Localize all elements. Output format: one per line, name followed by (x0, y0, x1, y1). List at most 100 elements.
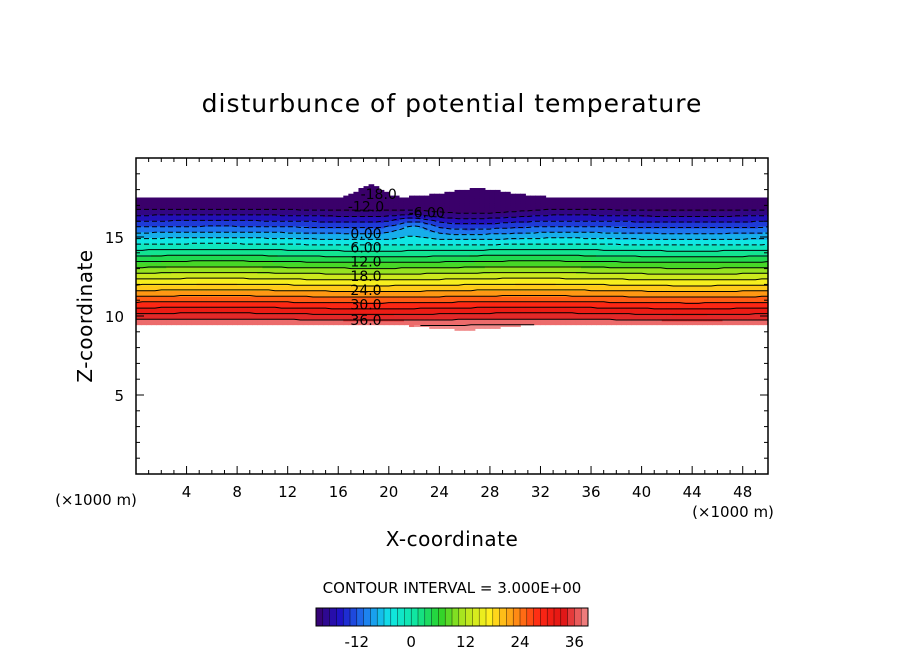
contour-line (136, 235, 768, 240)
colorbar-cell (520, 608, 528, 626)
x-tick-label: 40 (632, 483, 651, 501)
colorbar-cell (479, 608, 487, 626)
colorbar-cell (336, 608, 344, 626)
colorbar-cell (458, 608, 466, 626)
colorbar-cell (431, 608, 439, 626)
colorbar-tick-label: 36 (565, 633, 584, 651)
contour-line (136, 301, 768, 304)
chart-title: disturbunce of potential temperature (202, 89, 703, 118)
contour-line (136, 260, 768, 263)
colorbar-tick-label: 12 (456, 633, 475, 651)
y-tick-label: 10 (105, 308, 124, 326)
x-tick-label: 44 (683, 483, 702, 501)
contour-lines (136, 208, 768, 326)
colorbar-cell (350, 608, 358, 626)
x-tick-label: 12 (278, 483, 297, 501)
colorbar-cell (581, 608, 589, 626)
contour-line (136, 221, 768, 230)
contour-line (136, 242, 768, 246)
contour-line (136, 225, 768, 236)
colorbar-frame (315, 607, 589, 627)
contour-line (136, 318, 768, 321)
colorbar-tick-label: 24 (510, 633, 529, 651)
contour-label: 18.0 (350, 269, 381, 285)
contour-interval-label: CONTOUR INTERVAL = 3.000E+00 (323, 579, 582, 597)
colorbar-cell (445, 608, 453, 626)
colorbar-cell (554, 608, 562, 626)
colorbar-cell (499, 608, 507, 626)
y-tick-label: 5 (114, 387, 124, 405)
colorbar-cell (363, 608, 371, 626)
x-tick-label: 24 (430, 483, 449, 501)
contour-line (136, 277, 768, 281)
x-tick-label: 4 (182, 483, 192, 501)
contour-label: -18.0 (361, 187, 397, 203)
contour-line (136, 295, 768, 298)
colorbar (315, 608, 589, 626)
contour-label: -12.0 (348, 199, 384, 215)
colorbar-cell (343, 608, 351, 626)
contour-line (136, 289, 768, 292)
colorbar-cell (404, 608, 412, 626)
contour-label: 12.0 (350, 255, 381, 271)
contour-labels: -18.0-12.0 -6.00 0.006.0012.018.024.030.03… (348, 187, 445, 329)
colorbar-cell (329, 608, 337, 626)
contour-label: 0.00 (350, 226, 381, 242)
x-tick-label: 36 (581, 483, 600, 501)
x-tick-label: 20 (379, 483, 398, 501)
colorbar-cell (547, 608, 555, 626)
x-axis-unit: (×1000 m) (692, 503, 774, 521)
contour-line (136, 266, 768, 270)
contour-line (136, 283, 768, 287)
contour-line (136, 217, 768, 225)
contour-line (136, 312, 768, 315)
colorbar-ticks: -12 0 12 24 36 (345, 633, 584, 651)
colorbar-cell (492, 608, 500, 626)
x-axis-label: X-coordinate (386, 527, 519, 551)
colorbar-cell (513, 608, 521, 626)
colorbar-cell (533, 608, 541, 626)
colorbar-cell (356, 608, 364, 626)
contour-line (136, 306, 768, 310)
colorbar-cell (411, 608, 419, 626)
colorbar-cell (384, 608, 392, 626)
colorbar-cell (465, 608, 473, 626)
colorbar-cell (438, 608, 446, 626)
contour-label: 6.00 (350, 241, 381, 257)
colorbar-cell (322, 608, 330, 626)
colorbar-cell (424, 608, 432, 626)
colorbar-cell (540, 608, 548, 626)
colorbar-cell (486, 608, 494, 626)
contour-line (136, 213, 768, 220)
colorbar-cell (370, 608, 378, 626)
colorbar-tick-label: -12 (345, 633, 370, 651)
colorbar-cell (560, 608, 568, 626)
colorbar-cell (418, 608, 426, 626)
contour-label: 30.0 (350, 297, 381, 313)
colorbar-cell (506, 608, 514, 626)
contour-line (136, 249, 768, 252)
colorbar-cell (472, 608, 480, 626)
colorbar-cell (452, 608, 460, 626)
colorbar-cell (574, 608, 582, 626)
contour-line (136, 272, 768, 275)
colorbar-cell (526, 608, 534, 626)
y-axis-unit: (×1000 m) (55, 491, 137, 509)
x-tick-label: 48 (733, 483, 752, 501)
colorbar-cell (567, 608, 575, 626)
colorbar-cell (397, 608, 405, 626)
y-axis-label: Z-coordinate (73, 249, 97, 382)
colorbar-cell (390, 608, 398, 626)
colorbar-cell (316, 608, 324, 626)
x-tick-label: 28 (480, 483, 499, 501)
x-tick-label: 8 (232, 483, 242, 501)
y-tick-label: 15 (105, 229, 124, 247)
x-tick-label: 32 (531, 483, 550, 501)
contour-label: -6.00 (409, 206, 445, 222)
colorbar-tick-label: 0 (406, 633, 416, 651)
contour-line (136, 208, 768, 214)
contour-label: 36.0 (350, 313, 381, 329)
contour-label: 24.0 (350, 283, 381, 299)
